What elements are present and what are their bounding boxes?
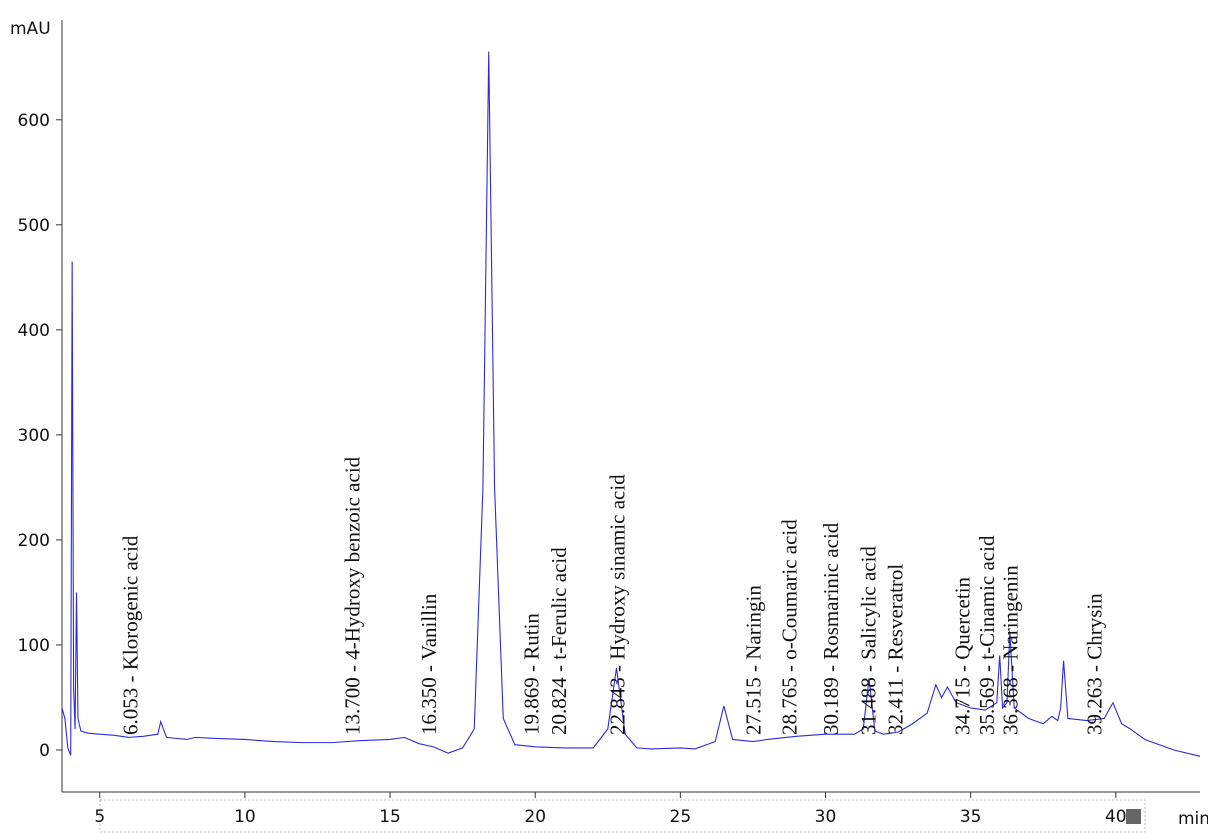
peak-label: 36.368 - Naringenin xyxy=(998,565,1022,735)
y-tick-label: 200 xyxy=(18,531,50,551)
peak-label: 35.569 - t-Cinamic acid xyxy=(975,535,999,735)
peak-label: 28.765 - o-Coumaric acid xyxy=(778,519,802,735)
y-tick-label: 500 xyxy=(18,216,50,236)
x-tick-label: 5 xyxy=(94,807,105,827)
peak-label: 16.350 - Vanillin xyxy=(417,593,441,735)
peak-label: 13.700 - 4-Hydroxy benzoic acid xyxy=(340,456,364,735)
y-tick-label: 300 xyxy=(18,426,50,446)
peak-label: 31.488 - Salicylic acid xyxy=(857,546,881,735)
x-tick-label: 40 xyxy=(1105,807,1127,827)
peak-label: 20.824 - t-Ferulic acid xyxy=(547,547,571,735)
peak-label: 34.715 - Quercetin xyxy=(950,576,974,735)
x-tick-label: 35 xyxy=(960,807,982,827)
y-tick-label: 600 xyxy=(18,111,50,131)
peak-label: 22.843 - Hydroxy sinamic acid xyxy=(606,474,630,735)
y-tick-label: 100 xyxy=(18,636,50,656)
x-tick-label: 25 xyxy=(670,807,692,827)
y-tick-label: 400 xyxy=(18,321,50,341)
y-axis-label: mAU xyxy=(10,19,51,39)
x-tick-label: 15 xyxy=(379,807,401,827)
y-tick-label: 0 xyxy=(39,741,50,761)
scroll-frame xyxy=(99,799,1146,833)
trace xyxy=(61,51,1201,757)
peak-label: 19.869 - Rutin xyxy=(519,613,543,735)
peak-label: 39.263 - Chrysin xyxy=(1082,593,1106,735)
x-tick-label: 30 xyxy=(815,807,837,827)
x-tick-label: 10 xyxy=(234,807,256,827)
x-axis-label: min xyxy=(1178,809,1208,829)
x-tick-label: 20 xyxy=(524,807,546,827)
peak-label: 6.053 - Klorogenic acid xyxy=(118,535,142,735)
peak-label: 30.189 - Rosmarinic acid xyxy=(819,522,843,735)
peak-label: 32.411 - Resveratrol xyxy=(883,564,907,735)
scroll-button[interactable] xyxy=(1126,809,1141,824)
peak-label: 27.515 - Naringin xyxy=(741,585,765,735)
